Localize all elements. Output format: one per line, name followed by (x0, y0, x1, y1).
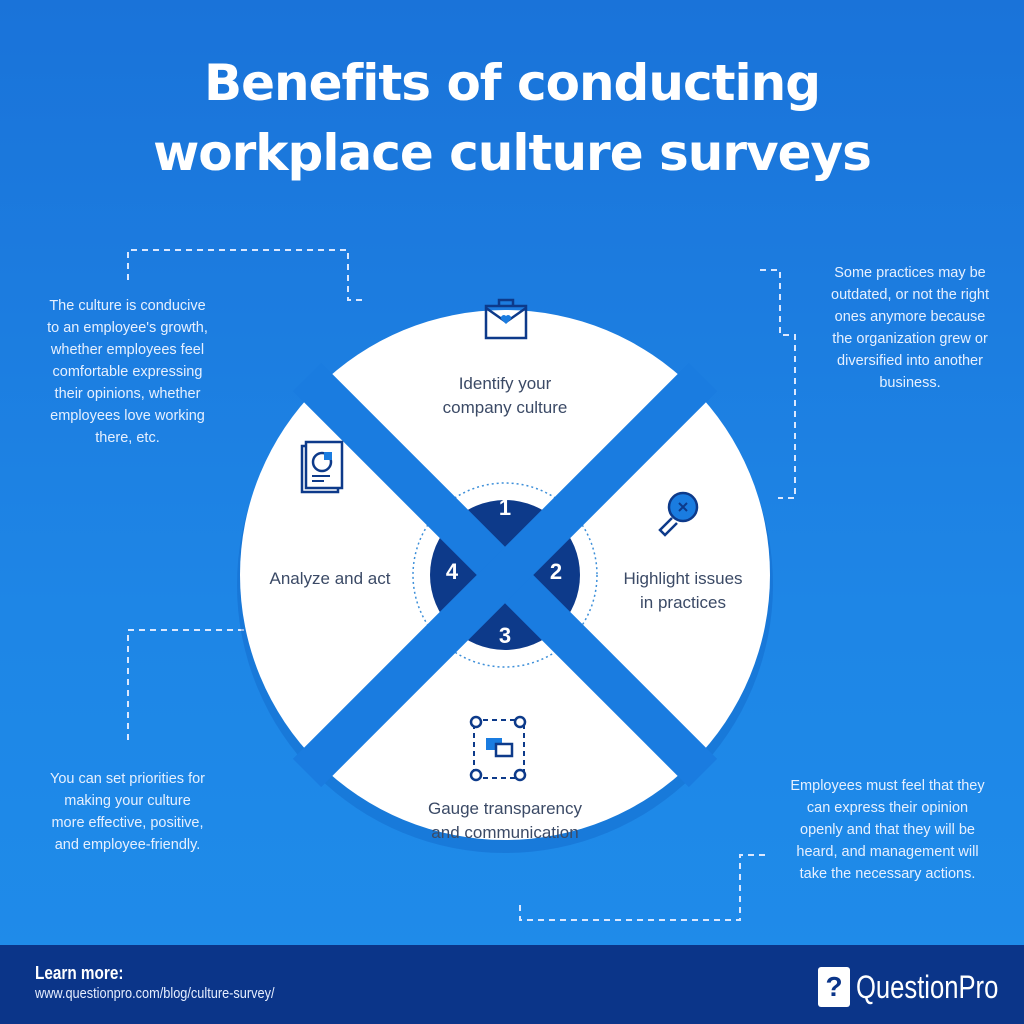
note-line: The culture is conducive (49, 298, 206, 314)
connector-top-left (127, 249, 362, 301)
segment-label-3-line-2: and communication (431, 823, 579, 842)
note-line: ones anymore because (834, 309, 986, 325)
note-line: can express their opinion (806, 800, 969, 816)
note-line: more effective, positive, (51, 815, 204, 831)
segment-number-2: 2 (550, 559, 562, 584)
questionpro-logo: ? QuestionPro (818, 967, 1024, 1007)
note-line: Employees must feel that they (790, 778, 985, 794)
segment-label-1: Identify your company culture (405, 372, 605, 420)
note-line: whether employees feel (50, 342, 205, 358)
note-top-right: Some practices may be outdated, or not t… (805, 262, 1015, 394)
segment-label-4: Analyze and act (255, 567, 405, 591)
note-line: to an employee's growth, (47, 320, 208, 336)
note-line: employees love working (50, 408, 205, 424)
note-line: making your culture (64, 793, 191, 809)
note-line: comfortable expressing (52, 364, 203, 380)
note-line: heard, and management will (796, 844, 979, 860)
note-line: You can set priorities for (49, 771, 206, 787)
connector-lines (127, 249, 796, 921)
segment-number-1: 1 (499, 495, 511, 520)
segment-number-3: 3 (499, 623, 511, 648)
segment-label-1-line-2: company culture (442, 398, 568, 417)
segment-label-3: Gauge transparency and communication (395, 797, 615, 845)
brand-name: QuestionPro (856, 968, 999, 1005)
note-line: diversified into another (837, 353, 983, 369)
dotted-ring (412, 482, 598, 668)
segment-label-2-line-1: Highlight issues (623, 569, 743, 588)
note-line: the organization grew or (832, 331, 988, 347)
title-line-1: Benefits of conducting (203, 54, 821, 112)
note-top-left: The culture is conducive to an employee'… (15, 295, 240, 449)
note-line: business. (879, 375, 941, 391)
note-line: Some practices may be (834, 265, 986, 281)
segment-label-2-line-2: in practices (640, 593, 726, 612)
people-chat-icon (469, 715, 527, 782)
note-bottom-right: Employees must feel that they can expres… (770, 775, 1005, 885)
note-line: and employee-friendly. (54, 837, 201, 853)
footer: Learn more: www.questionpro.com/blog/cul… (0, 945, 1024, 1024)
connector-bottom-right (519, 854, 770, 921)
note-line: outdated, or not the right (831, 287, 989, 303)
note-bottom-left: You can set priorities for making your c… (20, 768, 235, 856)
note-line: take the necessary actions. (799, 866, 976, 882)
magnifier-icon (658, 491, 699, 537)
segment-number-4: 4 (446, 559, 459, 584)
note-line: openly and that they will be (800, 822, 975, 838)
x-divider (292, 362, 718, 788)
briefcase-heart-icon (484, 298, 528, 340)
segment-label-4-line-1: Analyze and act (269, 569, 391, 588)
connector-bottom-left (127, 629, 245, 740)
learn-more-label: Learn more: (35, 963, 124, 983)
page-title: Benefits of conducting workplace culture… (0, 48, 1024, 188)
segment-label-1-line-1: Identify your (458, 374, 552, 393)
cycle-diagram: 1 2 3 4 (127, 249, 796, 921)
title-line-2: workplace culture surveys (153, 124, 872, 182)
connector-top-right (760, 269, 796, 499)
segment-label-2: Highlight issues in practices (598, 567, 768, 615)
report-chart-icon (300, 440, 344, 494)
logo-mark-icon: ? (818, 967, 850, 1007)
note-line: their opinions, whether (54, 386, 201, 402)
segment-label-3-line-1: Gauge transparency (427, 799, 583, 818)
learn-more-link[interactable]: www.questionpro.com/blog/culture-survey/ (35, 985, 275, 1002)
note-line: there, etc. (95, 430, 160, 446)
